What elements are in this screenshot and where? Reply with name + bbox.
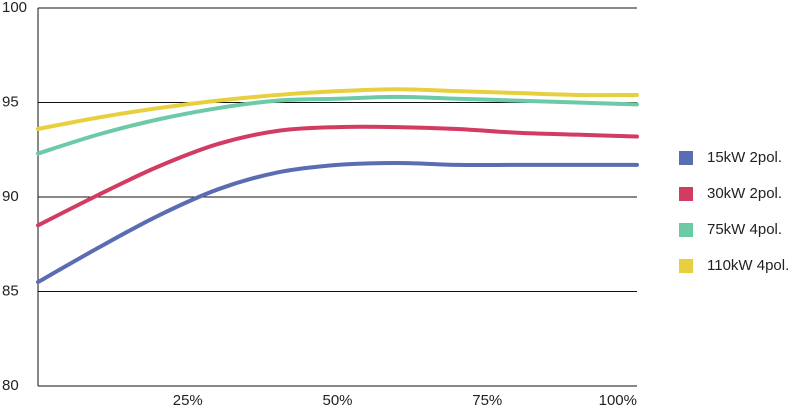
series-line [36,160,639,285]
legend-swatch [679,187,693,201]
legend-label: 30kW 2pol. [707,185,782,202]
series-line [36,94,639,156]
legend-swatch [679,259,693,273]
legend-label: 110kW 4pol. [707,257,789,274]
legend-label: 75kW 4pol. [707,221,782,238]
y-tick-label: 90 [2,188,19,205]
legend-swatch [679,151,693,165]
x-tick-label: 75% [472,392,502,409]
legend-label: 15kW 2pol. [707,149,782,166]
y-tick-label: 85 [2,282,19,299]
series-line [36,87,639,131]
x-tick-label: 100% [599,392,637,409]
y-tick-label: 80 [2,377,19,394]
series-line [36,124,639,228]
y-tick-label: 100 [2,0,27,16]
legend-swatch [679,223,693,237]
x-tick-label: 25% [173,392,203,409]
x-tick-label: 50% [322,392,352,409]
y-tick-label: 95 [2,93,19,110]
